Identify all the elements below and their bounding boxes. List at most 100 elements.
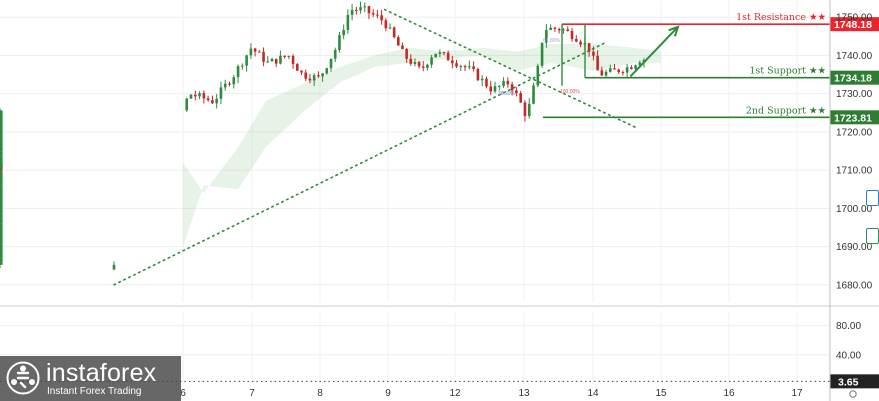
- candle-bearish: [291, 55, 295, 65]
- candle-bullish: [0, 223, 3, 259]
- candle-bullish: [0, 262, 3, 265]
- candle-bullish: [502, 80, 505, 86]
- candle-bullish: [223, 83, 227, 88]
- candle-bearish: [451, 60, 454, 64]
- candle-bullish: [215, 98, 218, 104]
- candle-bearish: [446, 52, 450, 61]
- level-label: 1st Resistance ★★: [736, 12, 826, 23]
- candle-bullish: [0, 164, 3, 168]
- candle-bearish: [600, 70, 604, 76]
- x-tick-label: 12: [449, 388, 461, 399]
- level-price-text: 1723.81: [834, 112, 872, 124]
- candle-bullish: [540, 42, 544, 66]
- side-edit-icon[interactable]: [866, 228, 879, 244]
- level-price-badge: [830, 70, 879, 85]
- candle-bullish: [359, 7, 362, 11]
- candle-bullish: [219, 87, 223, 99]
- candle-bearish: [421, 66, 425, 68]
- candle-bearish: [621, 72, 625, 74]
- y-tick-label: 1750.00: [836, 13, 873, 24]
- candle-bearish: [206, 98, 210, 101]
- y-tick-label: 1700.00: [836, 204, 873, 215]
- support-resistance-levels: 1st Resistance ★★ 1748.18 1st Support ★★ 17…: [543, 12, 879, 125]
- candle-bullish: [545, 29, 548, 43]
- candle-bullish: [0, 151, 3, 157]
- level-price-badge: [830, 17, 879, 32]
- candle-bearish: [392, 27, 396, 38]
- candle-bearish: [283, 55, 286, 57]
- oscillator-value-badge: [830, 374, 879, 389]
- candle-bullish: [236, 66, 240, 78]
- candle-bearish: [417, 62, 421, 67]
- candle-bearish: [409, 58, 413, 64]
- candle-bullish: [0, 156, 3, 165]
- level-price-text: 1734.18: [834, 73, 872, 85]
- candle-bearish: [617, 69, 621, 73]
- candle-bearish: [308, 78, 312, 81]
- candle-bullish: [459, 66, 463, 68]
- candle-bullish: [321, 73, 324, 77]
- candle-bullish: [333, 50, 337, 59]
- candle-bearish: [262, 51, 265, 62]
- candle-bearish: [0, 167, 3, 169]
- trendline: [113, 41, 608, 286]
- candle-bearish: [355, 9, 358, 11]
- cloud-segment-bullish: [408, 47, 442, 64]
- cloud-segment-bullish: [374, 47, 409, 67]
- candle-bearish: [587, 43, 591, 52]
- candle-bullish: [0, 137, 3, 142]
- candle-bearish: [506, 80, 510, 85]
- candle-bearish: [566, 29, 570, 31]
- candle-bullish: [388, 27, 392, 29]
- candle-bullish: [608, 68, 612, 72]
- cloud-segment-bullish: [183, 162, 204, 247]
- candle-bullish: [346, 14, 350, 30]
- candle-bullish: [0, 119, 3, 138]
- cloud-segment-bullish: [265, 82, 307, 148]
- cloud-segment-bullish: [203, 147, 239, 194]
- candle-bearish: [295, 64, 299, 71]
- oscillator-panel: 3.65: [0, 374, 879, 389]
- candle-bearish: [401, 45, 404, 50]
- candle-bearish: [523, 102, 527, 116]
- candle-bearish: [304, 72, 308, 79]
- fib-label: 61.80%: [543, 38, 561, 44]
- settings-icon: [849, 390, 857, 398]
- candle-bearish: [592, 51, 595, 56]
- candle-bullish: [329, 58, 333, 69]
- level-label: 2nd Support ★★: [746, 105, 827, 116]
- candle-bearish: [510, 84, 514, 91]
- candle-bullish: [468, 66, 471, 68]
- candle-bearish: [613, 68, 616, 70]
- candle-bullish: [634, 65, 637, 70]
- candle-bullish: [338, 35, 341, 51]
- cloud-segment-bullish: [593, 43, 634, 71]
- side-panel-icon[interactable]: [866, 190, 879, 206]
- level-label: 1st Support ★★: [749, 66, 826, 77]
- x-tick-label: 17: [791, 388, 803, 399]
- candle-bullish: [232, 77, 236, 85]
- x-tick-label: 14: [587, 388, 599, 399]
- candle-bearish: [371, 13, 375, 15]
- candle-bullish: [350, 9, 354, 15]
- y-tick-label: 1720.00: [836, 127, 873, 138]
- y-tick-label: 1710.00: [836, 166, 873, 177]
- instaforex-logo-icon: [6, 361, 40, 395]
- fib-label: 100.00%: [560, 89, 580, 95]
- candle-bearish: [455, 63, 458, 67]
- cloud-segment-bullish: [306, 66, 341, 109]
- candle-bearish: [476, 69, 480, 81]
- candle-bullish: [266, 61, 270, 63]
- candle-bearish: [228, 83, 231, 85]
- candle-bearish: [575, 38, 578, 42]
- candle-bullish: [604, 71, 608, 76]
- y-tick-label: 1730.00: [836, 89, 873, 100]
- candle-bearish: [380, 15, 383, 21]
- x-tick-label: 16: [723, 388, 735, 399]
- candle-bearish: [442, 52, 446, 54]
- candle-bullish: [287, 55, 291, 57]
- cloud-segment-bullish: [517, 43, 552, 71]
- fib-label: 38.20%: [498, 91, 516, 97]
- indicator-tick-label: 40.00: [836, 350, 861, 361]
